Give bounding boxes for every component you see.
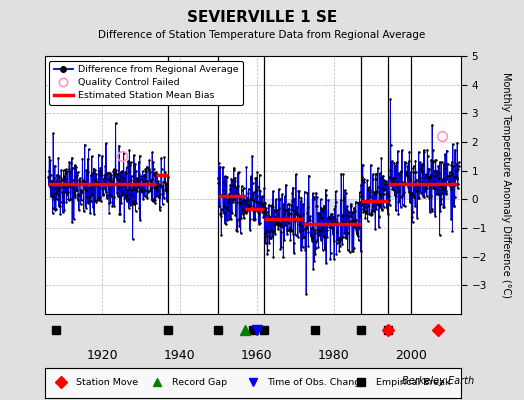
Legend: Difference from Regional Average, Quality Control Failed, Estimated Station Mean: Difference from Regional Average, Qualit… — [49, 61, 243, 105]
Text: Station Move: Station Move — [76, 378, 138, 387]
Text: Difference of Station Temperature Data from Regional Average: Difference of Station Temperature Data f… — [99, 30, 425, 40]
Text: Empirical Break: Empirical Break — [376, 378, 450, 387]
Text: Time of Obs. Change: Time of Obs. Change — [267, 378, 366, 387]
Y-axis label: Monthly Temperature Anomaly Difference (°C): Monthly Temperature Anomaly Difference (… — [501, 72, 511, 298]
Text: 1980: 1980 — [318, 349, 350, 362]
Text: 1960: 1960 — [241, 349, 272, 362]
Text: SEVIERVILLE 1 SE: SEVIERVILLE 1 SE — [187, 10, 337, 25]
Text: Record Gap: Record Gap — [171, 378, 227, 387]
Text: 1920: 1920 — [86, 349, 118, 362]
Text: Berkeley Earth: Berkeley Earth — [402, 376, 474, 386]
Text: 2000: 2000 — [395, 349, 427, 362]
Text: 1940: 1940 — [163, 349, 195, 362]
